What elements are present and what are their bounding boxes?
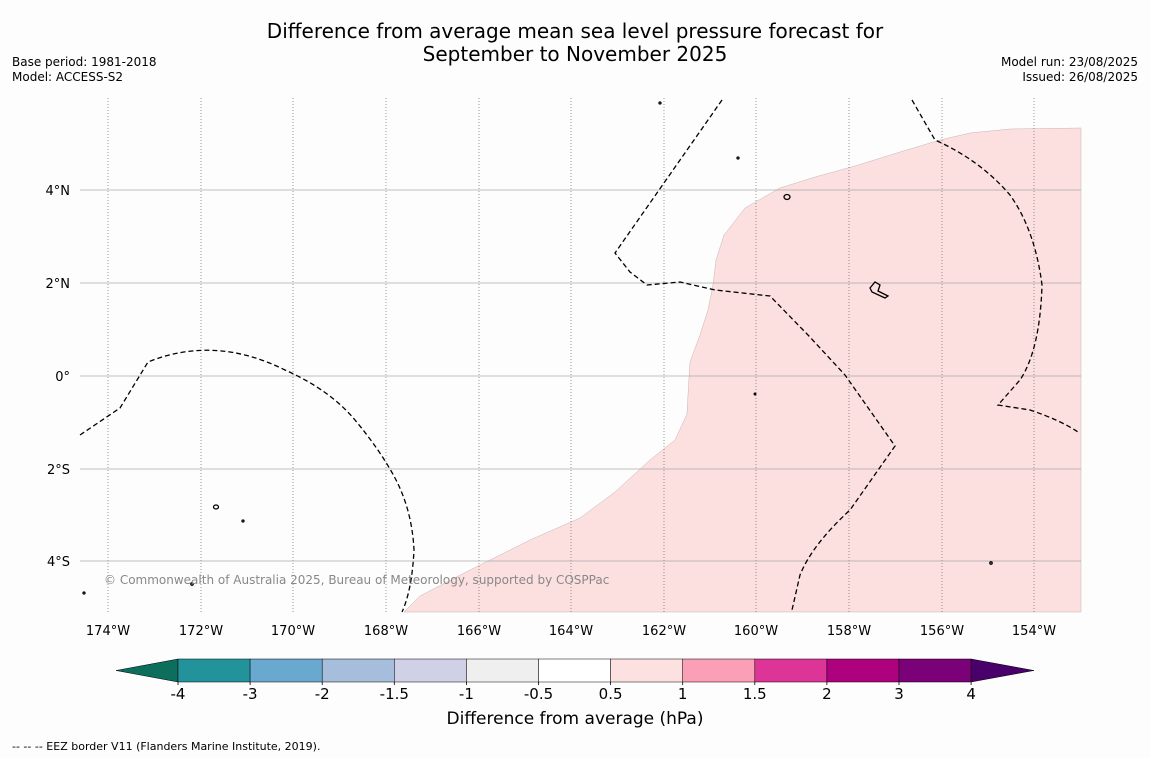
colorbar-extend-high [970, 658, 1035, 683]
colorbar-tick-label: -3 [243, 685, 258, 703]
colorbar-tick-label: -4 [171, 685, 186, 703]
colorbar-segment [466, 658, 539, 683]
colorbar-segment [682, 658, 756, 683]
latitude-tick-label: 0° [55, 370, 70, 385]
colorbar-tick-label: 1.5 [743, 685, 767, 703]
issued-text: Issued: 26/08/2025 [1022, 70, 1138, 84]
longitude-tick-label: 164°W [549, 624, 593, 639]
colorbar-tick-labels: -4 -3 -2 -1.5 -1 -0.5 0.5 1 1.5 2 3 4 [171, 682, 976, 703]
colorbar-tick-label: -2 [315, 685, 330, 703]
colorbar-segment [754, 658, 828, 683]
latitude-tick-label: 2°S [47, 463, 70, 478]
colorbar [115, 658, 1035, 683]
longitude-tick-label: 162°W [642, 624, 686, 639]
colorbar-segment [898, 658, 972, 683]
island [658, 101, 662, 105]
chart-title-line2: September to November 2025 [422, 42, 728, 66]
colorbar-extend-low [115, 658, 179, 683]
colorbar-label: Difference from average (hPa) [446, 709, 704, 729]
latitude-tick-label: 4°S [47, 555, 70, 570]
longitude-tick-label: 158°W [827, 624, 871, 639]
latitude-tick-label: 4°N [46, 184, 71, 199]
island [989, 561, 993, 565]
eez-border-central [614, 99, 896, 611]
colorbar-tick-label: -0.5 [524, 685, 553, 703]
model-text: Model: ACCESS-S2 [12, 70, 124, 84]
longitude-tick-label: 156°W [920, 624, 964, 639]
colorbar-tick-label: -1.5 [380, 685, 409, 703]
islands [82, 101, 993, 595]
eez-borders [79, 99, 1079, 613]
island [736, 156, 740, 160]
meta-left: Base period: 1981-2018 Model: ACCESS-S2 [12, 55, 157, 85]
longitude-labels: 174°W 172°W 170°W 168°W 166°W 164°W 162°W 160°W… [86, 624, 1056, 639]
colorbar-tick-label: 3 [894, 685, 904, 703]
gridlines [80, 98, 1081, 612]
longitude-tick-label: 166°W [457, 624, 501, 639]
colorbar-segment [538, 658, 611, 683]
footnote: -- -- -- EEZ border V11 (Flanders Marine… [12, 740, 321, 753]
latitude-labels: 4°N 2°N 0° 2°S 4°S [46, 184, 71, 570]
island [190, 582, 194, 586]
colorbar-segment [249, 658, 323, 683]
longitude-tick-label: 174°W [86, 624, 130, 639]
colorbar-tick-label: 1 [678, 685, 688, 703]
base-period-text: Base period: 1981-2018 [12, 55, 157, 69]
colorbar-tick-label: 2 [822, 685, 832, 703]
island [783, 193, 791, 201]
colorbar-segment [177, 658, 251, 683]
longitude-tick-label: 154°W [1012, 624, 1056, 639]
colorbar-tick-label: -1 [459, 685, 474, 703]
island [82, 591, 86, 595]
eez-border-west [79, 349, 415, 613]
colorbar-segment [321, 658, 395, 683]
longitude-tick-label: 160°W [734, 624, 778, 639]
chart-title-line1: Difference from average mean sea level p… [266, 19, 884, 43]
island [869, 281, 890, 299]
island [212, 504, 220, 510]
eez-border-east [911, 99, 1079, 433]
longitude-tick-label: 168°W [364, 624, 408, 639]
colorbar-segment [826, 658, 900, 683]
colorbar-segment [394, 658, 467, 683]
model-run-text: Model run: 23/08/2025 [1000, 55, 1138, 69]
anomaly-fill-region [403, 127, 1082, 613]
colorbar-tick-label: 0.5 [599, 685, 623, 703]
longitude-tick-label: 172°W [179, 624, 223, 639]
island [241, 519, 245, 523]
meta-right: Model run: 23/08/2025 Issued: 26/08/2025 [1001, 55, 1138, 85]
colorbar-segment [610, 658, 683, 683]
island [753, 392, 757, 396]
colorbar-tick-label: 4 [966, 685, 976, 703]
longitude-tick-label: 170°W [271, 624, 315, 639]
copyright-text: © Commonwealth of Australia 2025, Bureau… [104, 573, 609, 587]
latitude-tick-label: 2°N [46, 277, 71, 292]
